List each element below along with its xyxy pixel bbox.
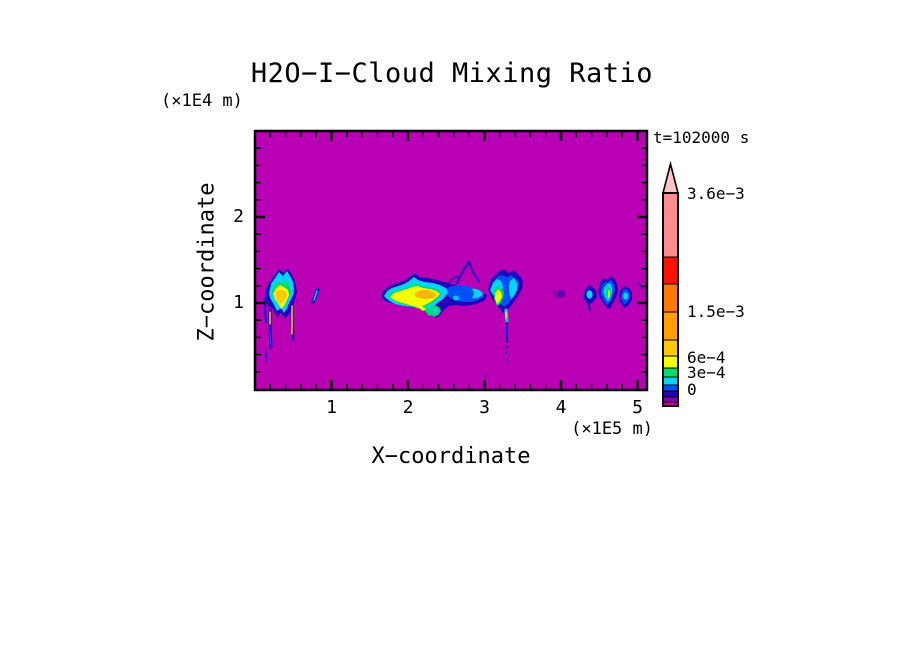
plot-border <box>253 129 649 392</box>
z-tick-label: 1 <box>233 292 244 313</box>
colorbar-arrow-tip <box>661 160 680 194</box>
z-axis-unit-label: (×1E4 m) <box>161 91 243 111</box>
axis-ticks <box>256 132 646 389</box>
x-tick-label: 3 <box>479 397 490 418</box>
x-tick-label: 4 <box>555 397 567 418</box>
z-tick-label: 2 <box>233 206 244 227</box>
x-axis-unit-label: (×1E5 m) <box>571 419 653 439</box>
colorbar-level-label: 6e−4 <box>687 348 726 367</box>
x-axis-title: X−coordinate <box>371 444 531 469</box>
chart-title: H2O−I−Cloud Mixing Ratio <box>250 58 654 89</box>
colorbar-level-label: 3e−4 <box>687 363 726 382</box>
colorbar-level-label: 0 <box>687 380 697 399</box>
x-tick-label: 5 <box>632 397 643 418</box>
x-tick-label: 1 <box>326 397 337 418</box>
time-annotation: t=102000 s <box>653 128 750 147</box>
colorbar-level-label: 1.5e−3 <box>687 302 745 321</box>
colorbar-level-label: 3.6e−3 <box>687 184 745 203</box>
cloud-features <box>263 260 644 378</box>
field-background <box>255 131 647 390</box>
colorbar <box>661 160 680 407</box>
x-tick-label: 2 <box>402 397 414 418</box>
